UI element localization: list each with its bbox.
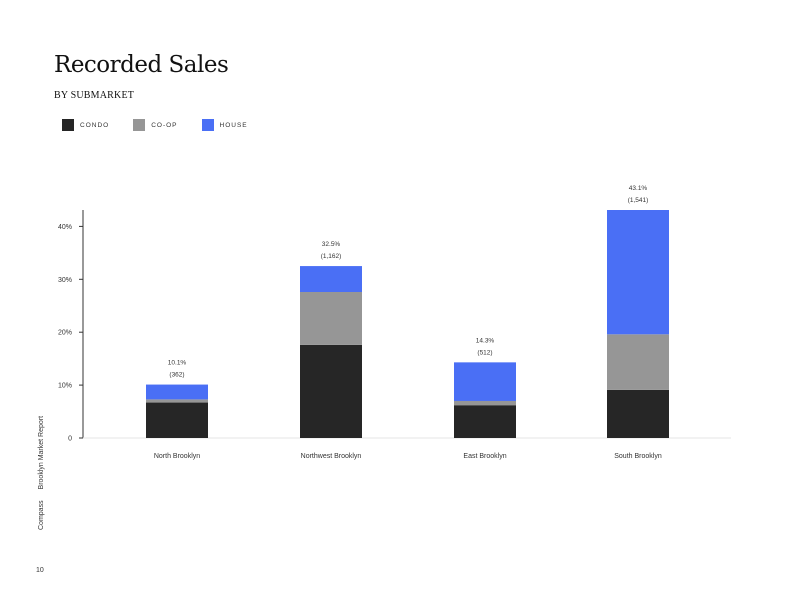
legend-label-house: HOUSE — [219, 121, 248, 129]
chart-legend: CONDO CO-OP HOUSE — [62, 119, 272, 131]
legend-label-coop: CO-OP — [151, 121, 178, 129]
bar-total-percent-label: 43.1% — [629, 185, 648, 192]
bar-segment-house — [607, 210, 669, 335]
bar-count-label: (362) — [169, 372, 184, 379]
footer-side-text: Compass Brooklyn Market Report — [38, 407, 45, 530]
x-category-label: North Brooklyn — [154, 453, 200, 460]
bar-segment-condo — [146, 402, 208, 438]
footer-publisher: Compass — [38, 500, 45, 530]
bar-segment-coop — [607, 334, 669, 390]
bar-total-percent-label: 10.1% — [168, 360, 187, 367]
bar-segment-condo — [607, 389, 669, 438]
x-category-label: East Brooklyn — [463, 453, 506, 460]
bar-total-percent-label: 14.3% — [476, 337, 495, 344]
y-tick-label: 30% — [58, 277, 72, 284]
bar-count-label: (1,162) — [321, 253, 342, 260]
legend-swatch-condo — [62, 119, 74, 131]
bar-segment-house — [454, 362, 516, 401]
legend-swatch-coop — [133, 119, 146, 131]
bar-segment-condo — [300, 344, 362, 438]
legend-swatch-house — [201, 119, 214, 131]
page-title: Recorded Sales — [54, 52, 229, 78]
bar-count-label: (512) — [477, 349, 492, 356]
page-subtitle: BY SUBMARKET — [54, 90, 135, 101]
y-tick-label: 0 — [68, 436, 72, 443]
bar-segment-coop — [454, 400, 516, 406]
x-category-label: Northwest Brooklyn — [301, 453, 362, 460]
bar-total-percent-label: 32.5% — [322, 241, 341, 248]
bar-segment-coop — [146, 399, 208, 403]
bar-segment-house — [300, 266, 362, 292]
bar-count-label: (1,541) — [628, 197, 649, 204]
bar-segment-coop — [300, 291, 362, 345]
legend-item-condo: CONDO — [62, 119, 109, 131]
legend-label-condo: CONDO — [80, 121, 110, 129]
x-category-label: South Brooklyn — [614, 453, 662, 460]
footer-report-name: Brooklyn Market Report — [38, 415, 45, 490]
legend-item-coop: CO-OP — [133, 119, 177, 131]
legend-item-house: HOUSE — [201, 119, 248, 131]
y-tick-label: 20% — [58, 330, 72, 337]
bar-segment-house — [146, 384, 208, 400]
page-number: 10 — [36, 567, 44, 574]
y-tick-label: 40% — [58, 224, 72, 231]
bar-segment-condo — [454, 405, 516, 438]
y-tick-label: 10% — [58, 383, 72, 390]
